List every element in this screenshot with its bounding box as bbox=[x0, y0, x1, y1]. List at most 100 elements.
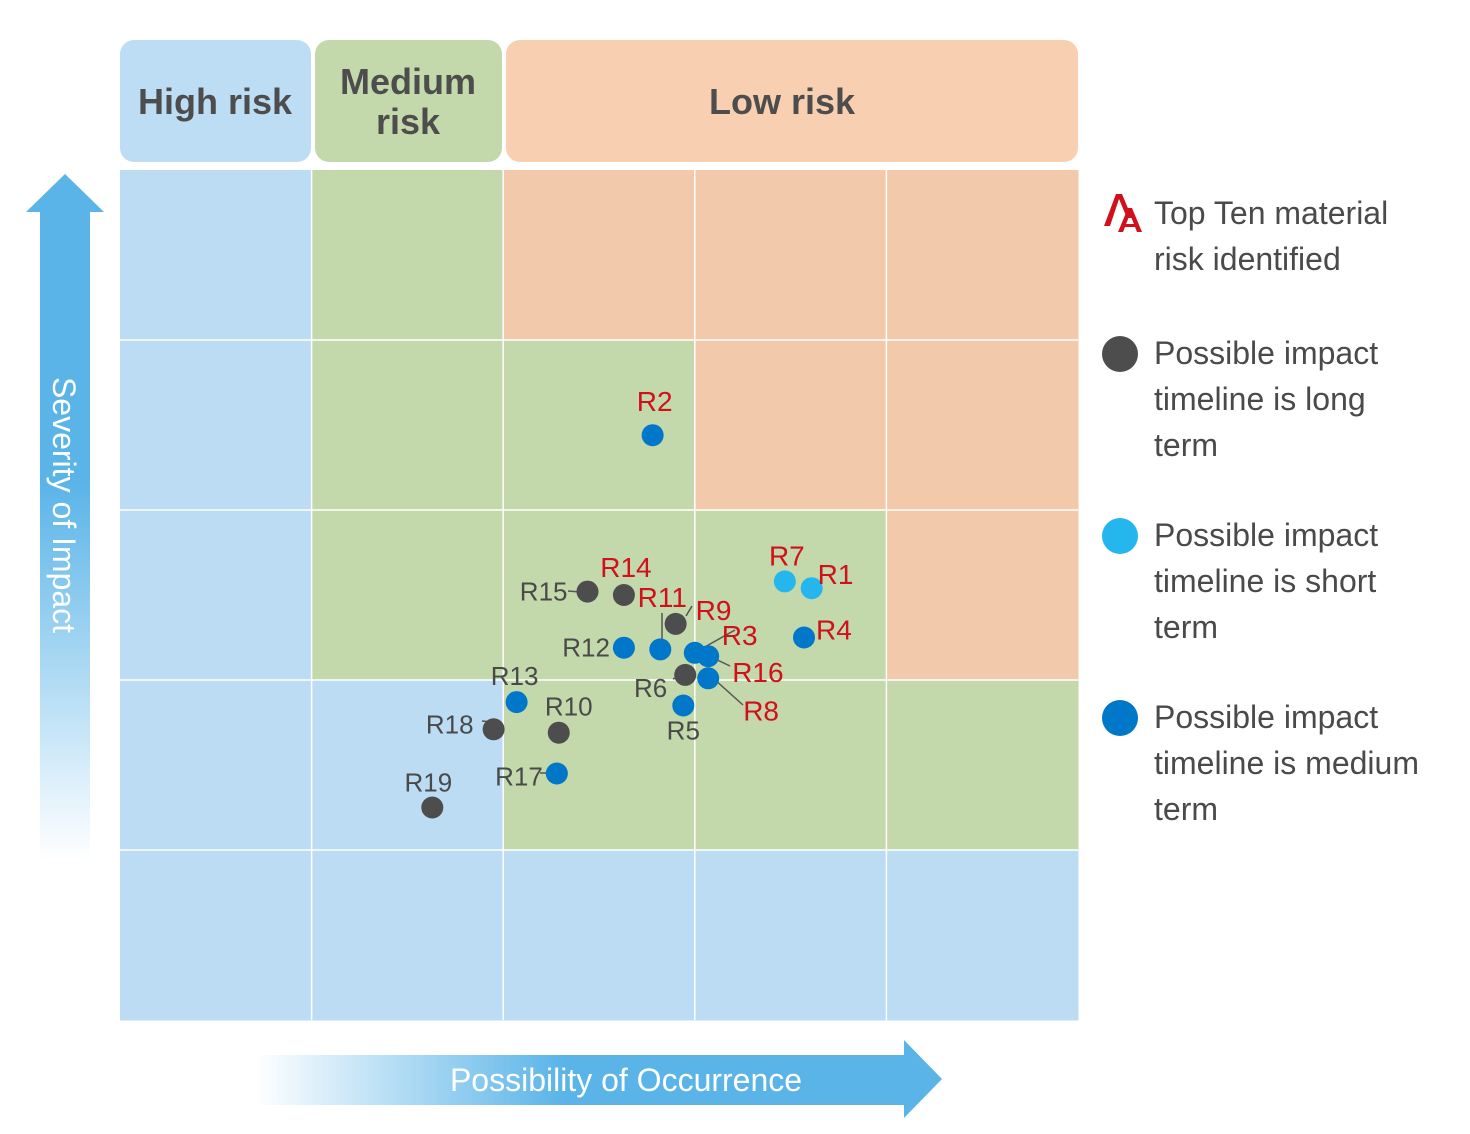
cell-r5-c1 bbox=[120, 850, 313, 1021]
point-r4 bbox=[793, 626, 816, 649]
legend-long-term: Possible impact timeline is long term bbox=[1100, 330, 1460, 468]
header-medium-line-1: Medium bbox=[340, 61, 476, 102]
grid-lines bbox=[120, 170, 1078, 1020]
label-r8: R8 bbox=[743, 695, 779, 726]
cell-r4-c5 bbox=[886, 680, 1079, 851]
point-r13 bbox=[505, 691, 528, 714]
label-r13: R13 bbox=[491, 661, 539, 691]
cell-r5-c2 bbox=[311, 850, 504, 1021]
header-high-line-1: High risk bbox=[138, 81, 293, 122]
y-axis-arrow: Severity of Impact bbox=[26, 174, 104, 860]
label-r19: R19 bbox=[404, 768, 452, 798]
header-medium-line-2: risk bbox=[376, 101, 441, 142]
x-axis-arrow-shape bbox=[255, 1040, 942, 1118]
point-r15 bbox=[576, 580, 599, 603]
label-r6: R6 bbox=[634, 673, 667, 703]
legend-medium-line-1: Possible impact bbox=[1154, 699, 1379, 735]
label-r1: R1 bbox=[818, 559, 854, 590]
header-low-line-1: Low risk bbox=[709, 81, 856, 122]
cell-r2-c3 bbox=[503, 340, 696, 511]
x-axis-arrow: Possibility of Occurrence bbox=[255, 1040, 942, 1118]
label-r7: R7 bbox=[769, 540, 805, 571]
label-r9: R9 bbox=[696, 595, 732, 626]
label-r2: R2 bbox=[637, 386, 673, 417]
header-low-label: Low risk bbox=[709, 81, 856, 122]
cell-r4-c1 bbox=[120, 680, 313, 851]
header-medium-risk: Medium risk bbox=[315, 40, 502, 162]
legend-short-line-3: term bbox=[1154, 609, 1218, 645]
label-r11: R11 bbox=[638, 582, 687, 613]
header-high-label: High risk bbox=[138, 81, 293, 122]
point-r10 bbox=[547, 721, 570, 744]
header-high-box bbox=[120, 40, 311, 162]
legend-short-term: Possible impact timeline is short term bbox=[1100, 512, 1460, 650]
medium-term-dot bbox=[1102, 700, 1138, 736]
y-axis-label: Severity of Impact bbox=[46, 377, 82, 633]
point-r2 bbox=[641, 424, 664, 447]
point-r17 bbox=[545, 762, 568, 785]
cell-r3-c2 bbox=[311, 510, 504, 681]
cell-r1-c3 bbox=[503, 170, 696, 341]
cell-r5-c5 bbox=[886, 850, 1079, 1021]
legend-short-line-1: Possible impact bbox=[1154, 517, 1379, 553]
legend-top-ten: Top Ten material risk identified bbox=[1100, 190, 1460, 282]
point-r1 bbox=[800, 577, 823, 600]
label-r5: R5 bbox=[667, 716, 700, 746]
cell-r5-c3 bbox=[503, 850, 696, 1021]
cell-r5-c4 bbox=[694, 850, 887, 1021]
header-low-risk: Low risk bbox=[506, 40, 1078, 162]
cell-r3-c1 bbox=[120, 510, 313, 681]
cell-r1-c5 bbox=[886, 170, 1079, 341]
label-r18: R18 bbox=[426, 709, 474, 739]
legend-top-ten-line-2: risk identified bbox=[1154, 241, 1341, 277]
y-axis-arrow-shape bbox=[26, 174, 104, 860]
header-medium-box bbox=[315, 40, 502, 162]
label-r17: R17 bbox=[495, 762, 543, 792]
leader-r8 bbox=[713, 678, 744, 706]
label-r16: R16 bbox=[732, 657, 783, 688]
point-r9 bbox=[664, 612, 687, 635]
point-r8 bbox=[697, 667, 720, 690]
label-r12: R12 bbox=[562, 633, 610, 663]
cell-r2-c5 bbox=[886, 340, 1079, 511]
cell-r4-c3 bbox=[503, 680, 696, 851]
cell-r1-c4 bbox=[694, 170, 887, 341]
legend-short-line-2: timeline is short bbox=[1154, 563, 1377, 599]
label-r3: R3 bbox=[722, 620, 758, 651]
legend-long-line-1: Possible impact bbox=[1154, 335, 1379, 371]
legend-long-line-3: term bbox=[1154, 427, 1218, 463]
label-r15: R15 bbox=[520, 577, 568, 607]
point-r5 bbox=[672, 694, 695, 717]
cell-r2-c4 bbox=[694, 340, 887, 511]
point-r19 bbox=[421, 796, 444, 819]
label-r4: R4 bbox=[816, 615, 852, 646]
label-r10: R10 bbox=[545, 692, 593, 722]
leader-r3 bbox=[702, 629, 736, 649]
header-medium-label: Medium risk bbox=[340, 61, 476, 142]
legend: Top Ten material risk identified Possibl… bbox=[1100, 190, 1460, 832]
cell-r2-c1 bbox=[120, 340, 313, 511]
legend-medium-term: Possible impact timeline is medium term bbox=[1100, 694, 1460, 832]
header-low-box bbox=[506, 40, 1078, 162]
leader-r9 bbox=[685, 605, 693, 617]
point-r16 bbox=[697, 645, 720, 668]
point-r12 bbox=[612, 636, 635, 659]
cell-r3-c5 bbox=[886, 510, 1079, 681]
short-term-dot bbox=[1102, 518, 1138, 554]
cell-r2-c2 bbox=[311, 340, 504, 511]
risk-points bbox=[421, 424, 823, 819]
cell-r3-c4 bbox=[694, 510, 887, 681]
cell-r4-c2 bbox=[311, 680, 504, 851]
cell-r1-c1 bbox=[120, 170, 313, 341]
header-high-risk: High risk bbox=[120, 40, 311, 162]
risk-grid bbox=[120, 170, 1079, 1021]
legend-top-ten-line-1: Top Ten material bbox=[1154, 195, 1389, 231]
legend-medium-line-2: timeline is medium bbox=[1154, 745, 1419, 781]
point-r14 bbox=[612, 584, 635, 606]
legend-long-line-2: timeline is long bbox=[1154, 381, 1366, 417]
point-r6 bbox=[674, 663, 697, 686]
cell-r4-c4 bbox=[694, 680, 887, 851]
point-r11 bbox=[649, 638, 672, 661]
top-ten-aa-icon bbox=[1104, 194, 1142, 232]
